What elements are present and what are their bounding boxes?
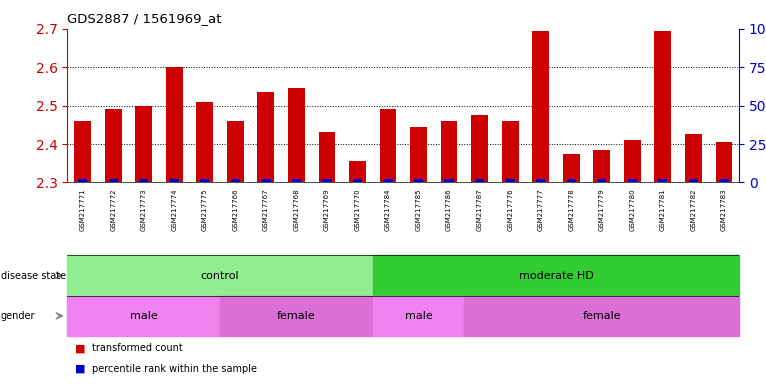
Bar [502, 121, 519, 182]
Bar [685, 134, 702, 182]
Bar [594, 150, 611, 182]
Bar [78, 179, 87, 182]
Bar [292, 179, 301, 182]
Text: GSM217784: GSM217784 [385, 188, 391, 231]
Bar [597, 179, 607, 182]
Text: GSM217777: GSM217777 [538, 188, 544, 231]
Text: disease state: disease state [1, 270, 66, 281]
Text: GSM217767: GSM217767 [263, 188, 269, 231]
Bar [200, 179, 209, 182]
Bar [261, 179, 270, 182]
Bar [658, 179, 667, 182]
Bar [136, 106, 152, 182]
Bar [231, 179, 240, 182]
Bar [444, 179, 453, 182]
Bar [227, 121, 244, 182]
Bar [475, 179, 484, 182]
Text: ■: ■ [75, 364, 86, 374]
Bar [353, 179, 362, 182]
Text: gender: gender [1, 311, 35, 321]
Bar [624, 140, 640, 182]
Bar [220, 296, 373, 336]
Text: GSM217785: GSM217785 [416, 188, 421, 231]
Text: GDS2887 / 1561969_at: GDS2887 / 1561969_at [67, 12, 222, 25]
Bar [506, 179, 515, 182]
Bar [109, 179, 118, 182]
Bar [319, 132, 336, 182]
Text: GSM217766: GSM217766 [232, 188, 238, 231]
Bar [196, 102, 213, 182]
Text: GSM217775: GSM217775 [201, 188, 208, 231]
Text: control: control [201, 270, 240, 281]
Bar [410, 127, 427, 182]
Bar [67, 255, 373, 296]
Bar [563, 154, 580, 182]
Text: transformed count: transformed count [92, 343, 182, 353]
Bar [384, 179, 393, 182]
Text: GSM217786: GSM217786 [446, 188, 452, 231]
Bar [654, 31, 671, 182]
Text: female: female [582, 311, 621, 321]
Bar [288, 88, 305, 182]
Bar [567, 179, 576, 182]
Text: GSM217783: GSM217783 [721, 188, 727, 231]
Text: GSM217773: GSM217773 [141, 188, 147, 231]
Bar [440, 121, 457, 182]
Bar [373, 296, 464, 336]
Bar [464, 296, 739, 336]
Bar [414, 179, 423, 182]
Text: female: female [277, 311, 316, 321]
Text: GSM217776: GSM217776 [507, 188, 513, 231]
Bar [719, 179, 728, 182]
Bar [373, 255, 739, 296]
Text: male: male [130, 311, 158, 321]
Bar [257, 92, 274, 182]
Text: GSM217779: GSM217779 [599, 188, 605, 231]
Text: moderate HD: moderate HD [519, 270, 594, 281]
Text: GSM217778: GSM217778 [568, 188, 574, 231]
Bar [715, 142, 732, 182]
Bar [105, 109, 122, 182]
Text: GSM217772: GSM217772 [110, 188, 116, 231]
Text: GSM217781: GSM217781 [660, 188, 666, 231]
Text: ■: ■ [75, 343, 86, 353]
Bar [169, 179, 179, 182]
Text: GSM217769: GSM217769 [324, 188, 330, 231]
Text: GSM217782: GSM217782 [690, 188, 696, 231]
Bar [139, 179, 149, 182]
Bar [627, 179, 637, 182]
Text: GSM217768: GSM217768 [293, 188, 300, 231]
Text: GSM217770: GSM217770 [355, 188, 361, 231]
Text: percentile rank within the sample: percentile rank within the sample [92, 364, 257, 374]
Bar [349, 161, 366, 182]
Bar [322, 179, 332, 182]
Text: GSM217787: GSM217787 [476, 188, 483, 231]
Bar [689, 179, 698, 182]
Bar [166, 67, 182, 182]
Bar [380, 109, 397, 182]
Bar [471, 115, 488, 182]
Text: GSM217774: GSM217774 [172, 188, 177, 231]
Bar [532, 31, 549, 182]
Text: GSM217780: GSM217780 [630, 188, 635, 231]
Bar [536, 179, 545, 182]
Bar [67, 296, 220, 336]
Text: GSM217771: GSM217771 [80, 188, 86, 231]
Text: male: male [404, 311, 433, 321]
Bar [74, 121, 91, 182]
